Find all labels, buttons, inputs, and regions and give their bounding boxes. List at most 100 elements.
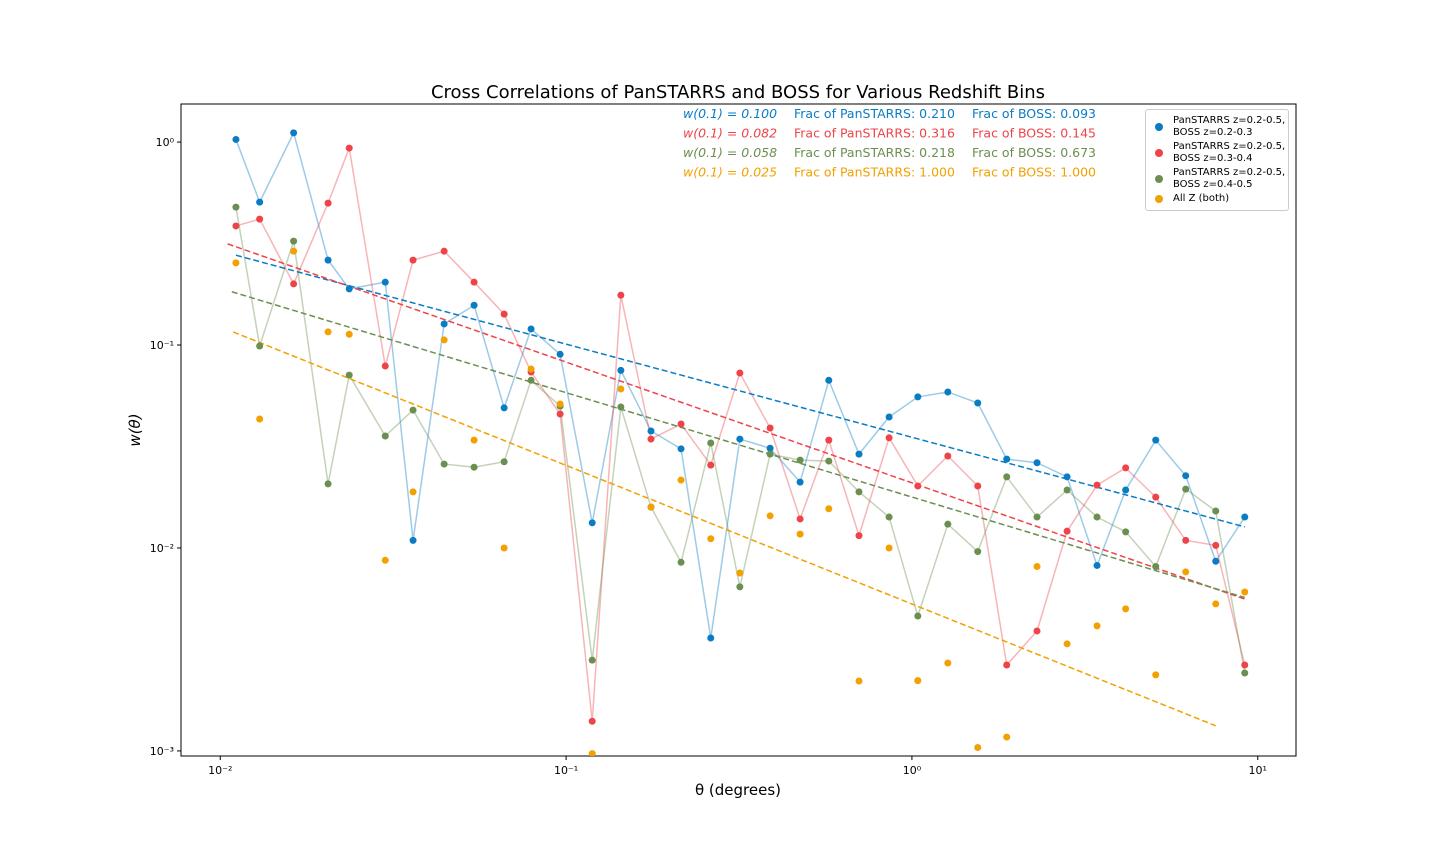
data-point	[409, 488, 417, 496]
data-point	[588, 519, 596, 527]
data-point	[647, 427, 655, 435]
data-point	[1241, 513, 1249, 521]
data-point	[588, 717, 596, 725]
data-point	[974, 548, 982, 556]
data-point	[677, 445, 685, 453]
plot-area	[227, 129, 1249, 756]
data-point	[1182, 472, 1190, 480]
legend-label: PanSTARRS z=0.2-0.5, BOSS z=0.4-0.5	[1173, 167, 1286, 190]
data-point	[1122, 528, 1130, 536]
data-point	[1241, 588, 1249, 596]
y-axis-label: w(θ)	[126, 413, 144, 446]
data-point	[677, 558, 685, 566]
legend-marker	[1155, 123, 1163, 131]
data-point	[825, 436, 833, 444]
data-point	[1241, 661, 1249, 669]
data-point	[324, 480, 332, 488]
data-point	[232, 259, 240, 267]
data-point	[1182, 536, 1190, 544]
data-point	[556, 410, 564, 418]
legend-marker	[1155, 195, 1163, 203]
data-point	[470, 463, 478, 471]
data-point	[944, 452, 952, 460]
data-point	[974, 743, 982, 751]
data-point	[1003, 733, 1011, 741]
data-point	[855, 677, 863, 685]
data-point	[855, 532, 863, 540]
data-point	[500, 458, 508, 466]
legend-marker	[1155, 175, 1163, 183]
data-point	[381, 432, 389, 440]
data-point	[825, 376, 833, 384]
data-point	[944, 520, 952, 528]
fit-line	[231, 291, 1245, 599]
data-point	[855, 488, 863, 496]
data-point	[974, 399, 982, 407]
data-point	[1063, 527, 1071, 535]
data-point	[677, 420, 685, 428]
y-tick-label: 10⁻³	[150, 745, 174, 758]
y-tick-label: 10⁻²	[150, 542, 174, 555]
data-point	[736, 369, 744, 377]
data-point	[1241, 669, 1249, 677]
data-point	[1003, 473, 1011, 481]
data-point	[796, 456, 804, 464]
data-point	[470, 301, 478, 309]
data-point	[290, 237, 298, 245]
data-point	[1212, 507, 1220, 515]
data-point	[796, 530, 804, 538]
data-point	[440, 336, 448, 344]
annotation: Frac of PanSTARRS: 0.218	[794, 145, 955, 160]
data-point	[527, 376, 535, 384]
legend-label: PanSTARRS z=0.2-0.5, BOSS z=0.2-0.3	[1173, 115, 1286, 138]
data-point	[1033, 459, 1041, 467]
chart-title: Cross Correlations of PanSTARRS and BOSS…	[431, 82, 1045, 103]
data-point	[345, 371, 353, 379]
data-point	[1152, 493, 1160, 501]
data-point	[617, 403, 625, 411]
x-tick-label: 10⁻¹	[554, 764, 578, 777]
annotation: Frac of BOSS: 0.145	[972, 126, 1096, 141]
data-point	[1122, 464, 1130, 472]
data-point	[470, 436, 478, 444]
data-point	[1122, 486, 1130, 494]
data-point	[707, 634, 715, 642]
y-tick-label: 10⁰	[156, 136, 175, 149]
legend-entry: PanSTARRS z=0.2-0.5, BOSS z=0.2-0.3	[1146, 115, 1288, 139]
data-point	[766, 424, 774, 432]
fit-line	[232, 331, 1217, 727]
data-point	[647, 435, 655, 443]
data-point	[885, 513, 893, 521]
data-point	[500, 310, 508, 318]
annotation: Frac of PanSTARRS: 1.000	[794, 165, 955, 180]
data-point	[1212, 600, 1220, 608]
plot-frame	[180, 103, 1297, 757]
data-point	[500, 544, 508, 552]
legend-label: All Z (both)	[1173, 193, 1230, 204]
annotation: Frac of PanSTARRS: 0.210	[794, 106, 955, 121]
data-point	[440, 247, 448, 255]
data-point	[944, 659, 952, 667]
data-point	[381, 556, 389, 564]
data-point	[409, 536, 417, 544]
data-point	[1212, 541, 1220, 549]
data-point	[617, 385, 625, 393]
annotation: w(0.1) = 0.100	[683, 106, 777, 121]
data-point	[324, 199, 332, 207]
data-point	[345, 285, 353, 293]
data-point	[855, 450, 863, 458]
data-point	[256, 415, 264, 423]
data-point	[381, 362, 389, 370]
data-point	[647, 503, 655, 511]
data-point	[290, 129, 298, 137]
data-point	[1093, 481, 1101, 489]
data-point	[588, 750, 596, 756]
fit-line	[227, 243, 1245, 600]
data-point	[1063, 473, 1071, 481]
legend-entry: PanSTARRS z=0.2-0.5, BOSS z=0.3-0.4	[1146, 141, 1288, 165]
annotation: Frac of BOSS: 0.093	[972, 106, 1096, 121]
data-point	[1182, 568, 1190, 576]
data-point	[588, 656, 596, 664]
data-point	[736, 435, 744, 443]
x-tick-label: 10⁰	[903, 764, 922, 777]
